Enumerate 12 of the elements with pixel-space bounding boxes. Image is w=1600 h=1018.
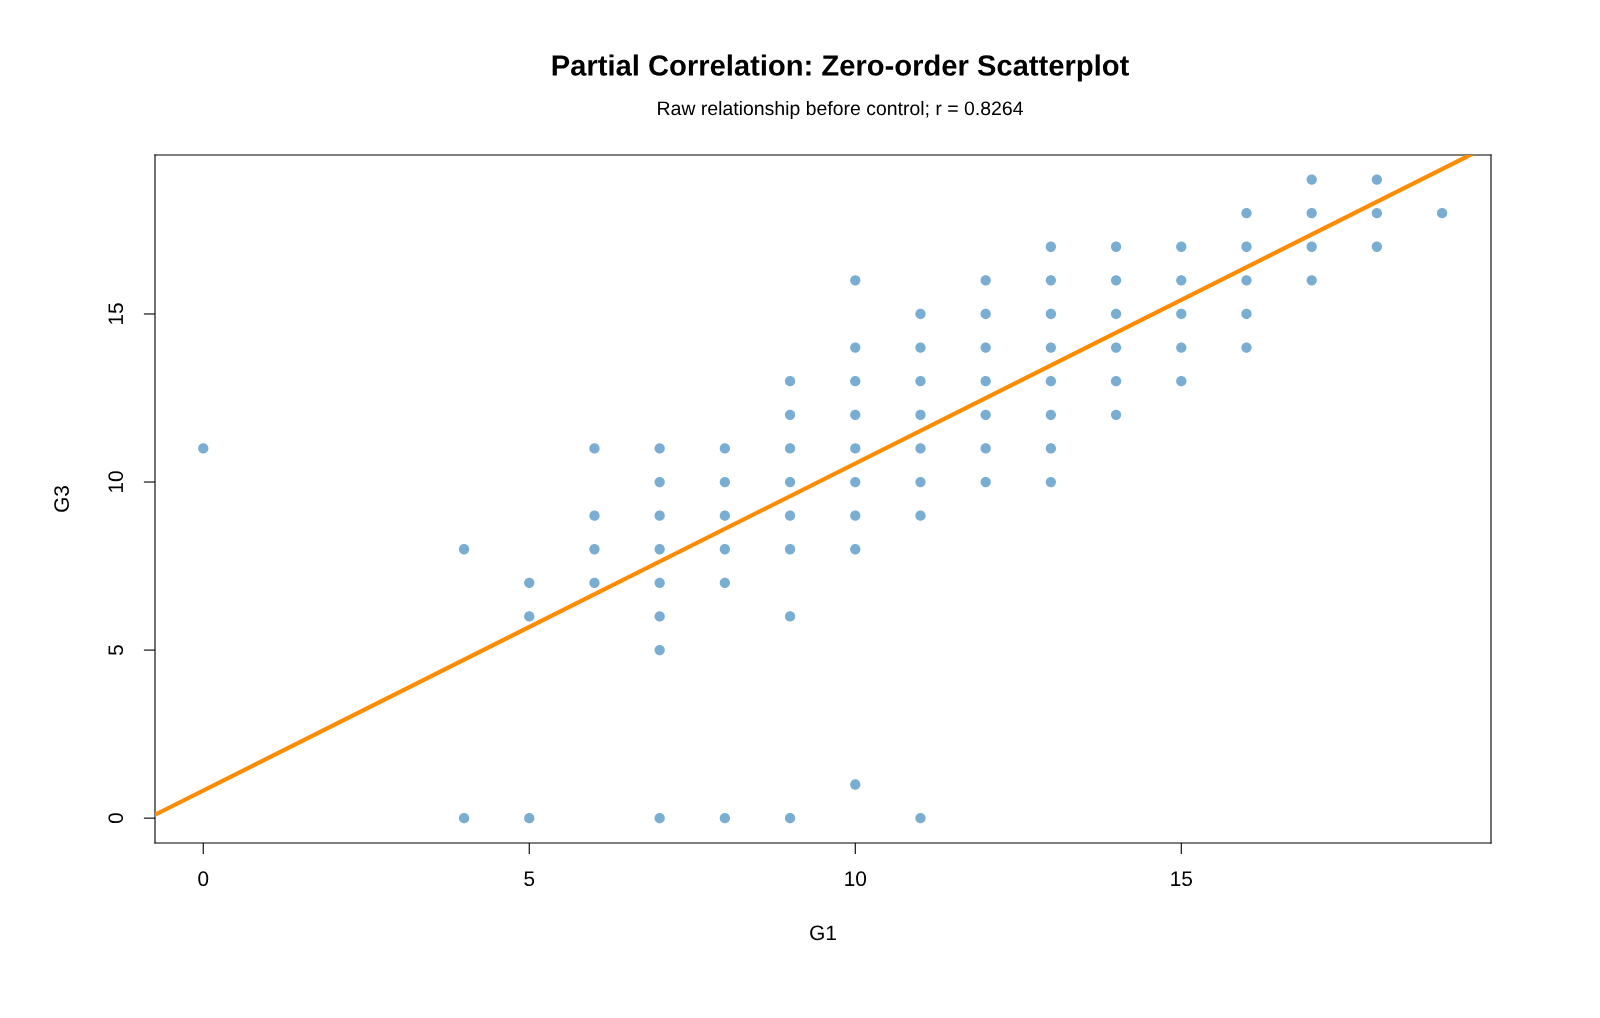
x-axis-title: G1 — [810, 925, 836, 941]
y-tick-label: 10 — [108, 471, 124, 493]
y-tick-label: 15 — [108, 303, 124, 324]
chart-subtitle: Raw relationship before control; r = 0.8264 — [658, 100, 1023, 120]
y-axis-title: G3 — [54, 486, 69, 512]
y-tick-label: 5 — [108, 645, 124, 656]
x-tick-label: 15 — [1171, 871, 1192, 887]
x-tick-label: 5 — [524, 871, 535, 887]
y-tick-label: 0 — [108, 813, 124, 824]
chart-title: Partial Correlation: Zero-order Scatterplot — [552, 54, 1129, 82]
x-tick-label: 10 — [845, 871, 867, 887]
x-tick-label: 0 — [198, 871, 209, 887]
